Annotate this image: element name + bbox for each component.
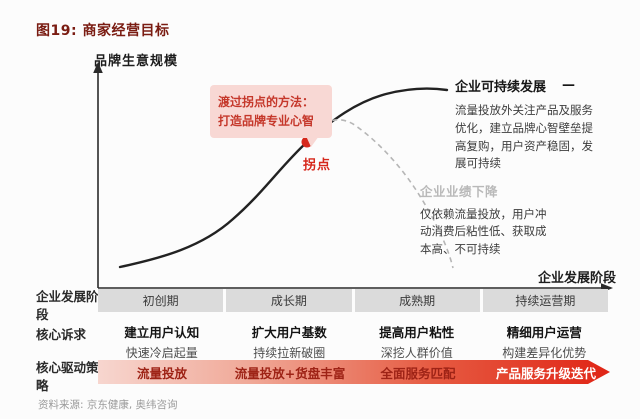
stage-row-label: 企业发展阶段 xyxy=(36,289,99,322)
stage-cell-startup: 初创期 xyxy=(98,289,224,312)
strategy-item: 产品服务升级迭代 xyxy=(495,365,596,381)
sustainable-title: 企业可持续发展 xyxy=(455,80,547,95)
demand-subtitle: 快速冷启起量 xyxy=(125,346,198,360)
demand-cell: 扩大用户基数 持续拉新破圈 xyxy=(226,322,354,361)
strategy-item: 流量投放+货盘丰富 xyxy=(234,365,346,381)
demand-title: 建立用户认知 xyxy=(124,325,200,340)
stage-cell-mature: 成熟期 xyxy=(354,289,480,312)
performance-decline-note: 企业业绩下降 仅依赖流量投放，用户冲动消费后粘性低、获取成本高、不可持续 xyxy=(420,181,560,258)
sustainable-development-note: 企业可持续发展 — 流量投放外关注产品及服务优化，建立品牌心智壁垒提高复购，用户… xyxy=(455,76,607,173)
demand-cell: 建立用户认知 快速冷启起量 xyxy=(98,322,226,361)
demand-subtitle: 构建差异化优势 xyxy=(502,346,587,360)
demand-subtitle: 深挖人群价值 xyxy=(380,346,453,360)
y-axis-arrow-icon xyxy=(93,62,103,73)
source-note: 资料来源: 京东健康, 奥纬咨询 xyxy=(38,399,178,411)
inflection-point-label: 拐点 xyxy=(303,158,332,173)
demand-title: 扩大用户基数 xyxy=(251,325,327,340)
figure-title: 图19: 商家经营目标 xyxy=(36,23,170,39)
inflection-callout: 渡过拐点的方法： 打造品牌专业心智 xyxy=(210,85,332,148)
demand-title: 精细用户运营 xyxy=(506,325,582,340)
stage-cell-sustained: 持续运营期 xyxy=(482,289,608,312)
growth-curve xyxy=(118,87,449,269)
demand-row: 建立用户认知 快速冷启起量 扩大用户基数 持续拉新破圈 提高用户粘性 深挖人群价… xyxy=(98,322,608,361)
x-axis-label: 企业发展阶段 xyxy=(538,271,617,286)
decline-title: 企业业绩下降 xyxy=(420,184,499,199)
demand-cell: 精细用户运营 构建差异化优势 xyxy=(481,322,609,361)
callout-line-2: 打造品牌专业心智 xyxy=(218,113,315,128)
callout-line-1: 渡过拐点的方法： xyxy=(218,95,315,109)
demand-subtitle: 持续拉新破圈 xyxy=(253,346,326,360)
demand-cell: 提高用户粘性 深挖人群价值 xyxy=(353,322,481,361)
demand-row-label: 核心诉求 xyxy=(36,327,87,342)
sustainable-dash: — xyxy=(562,78,576,93)
stage-band: 初创期 成长期 成熟期 持续运营期 xyxy=(98,289,608,312)
stage-cell-growth: 成长期 xyxy=(226,289,352,312)
decline-body: 仅依赖流量投放，用户冲动消费后粘性低、获取成本高、不可持续 xyxy=(420,207,547,256)
strategy-item: 流量投放 xyxy=(136,365,187,381)
y-axis-label: 品牌生意规模 xyxy=(94,54,179,69)
strategy-gradient-arrow: 流量投放 流量投放+货盘丰富 全面服务匹配 产品服务升级迭代 xyxy=(98,360,610,384)
strategy-item: 全面服务匹配 xyxy=(380,365,456,381)
demand-title: 提高用户粘性 xyxy=(379,325,455,340)
sustainable-body: 流量投放外关注产品及服务优化，建立品牌心智壁垒提高复购，用户资产稳固，发展可持续 xyxy=(455,103,593,171)
strategy-row-label: 核心驱动策略 xyxy=(36,360,99,393)
